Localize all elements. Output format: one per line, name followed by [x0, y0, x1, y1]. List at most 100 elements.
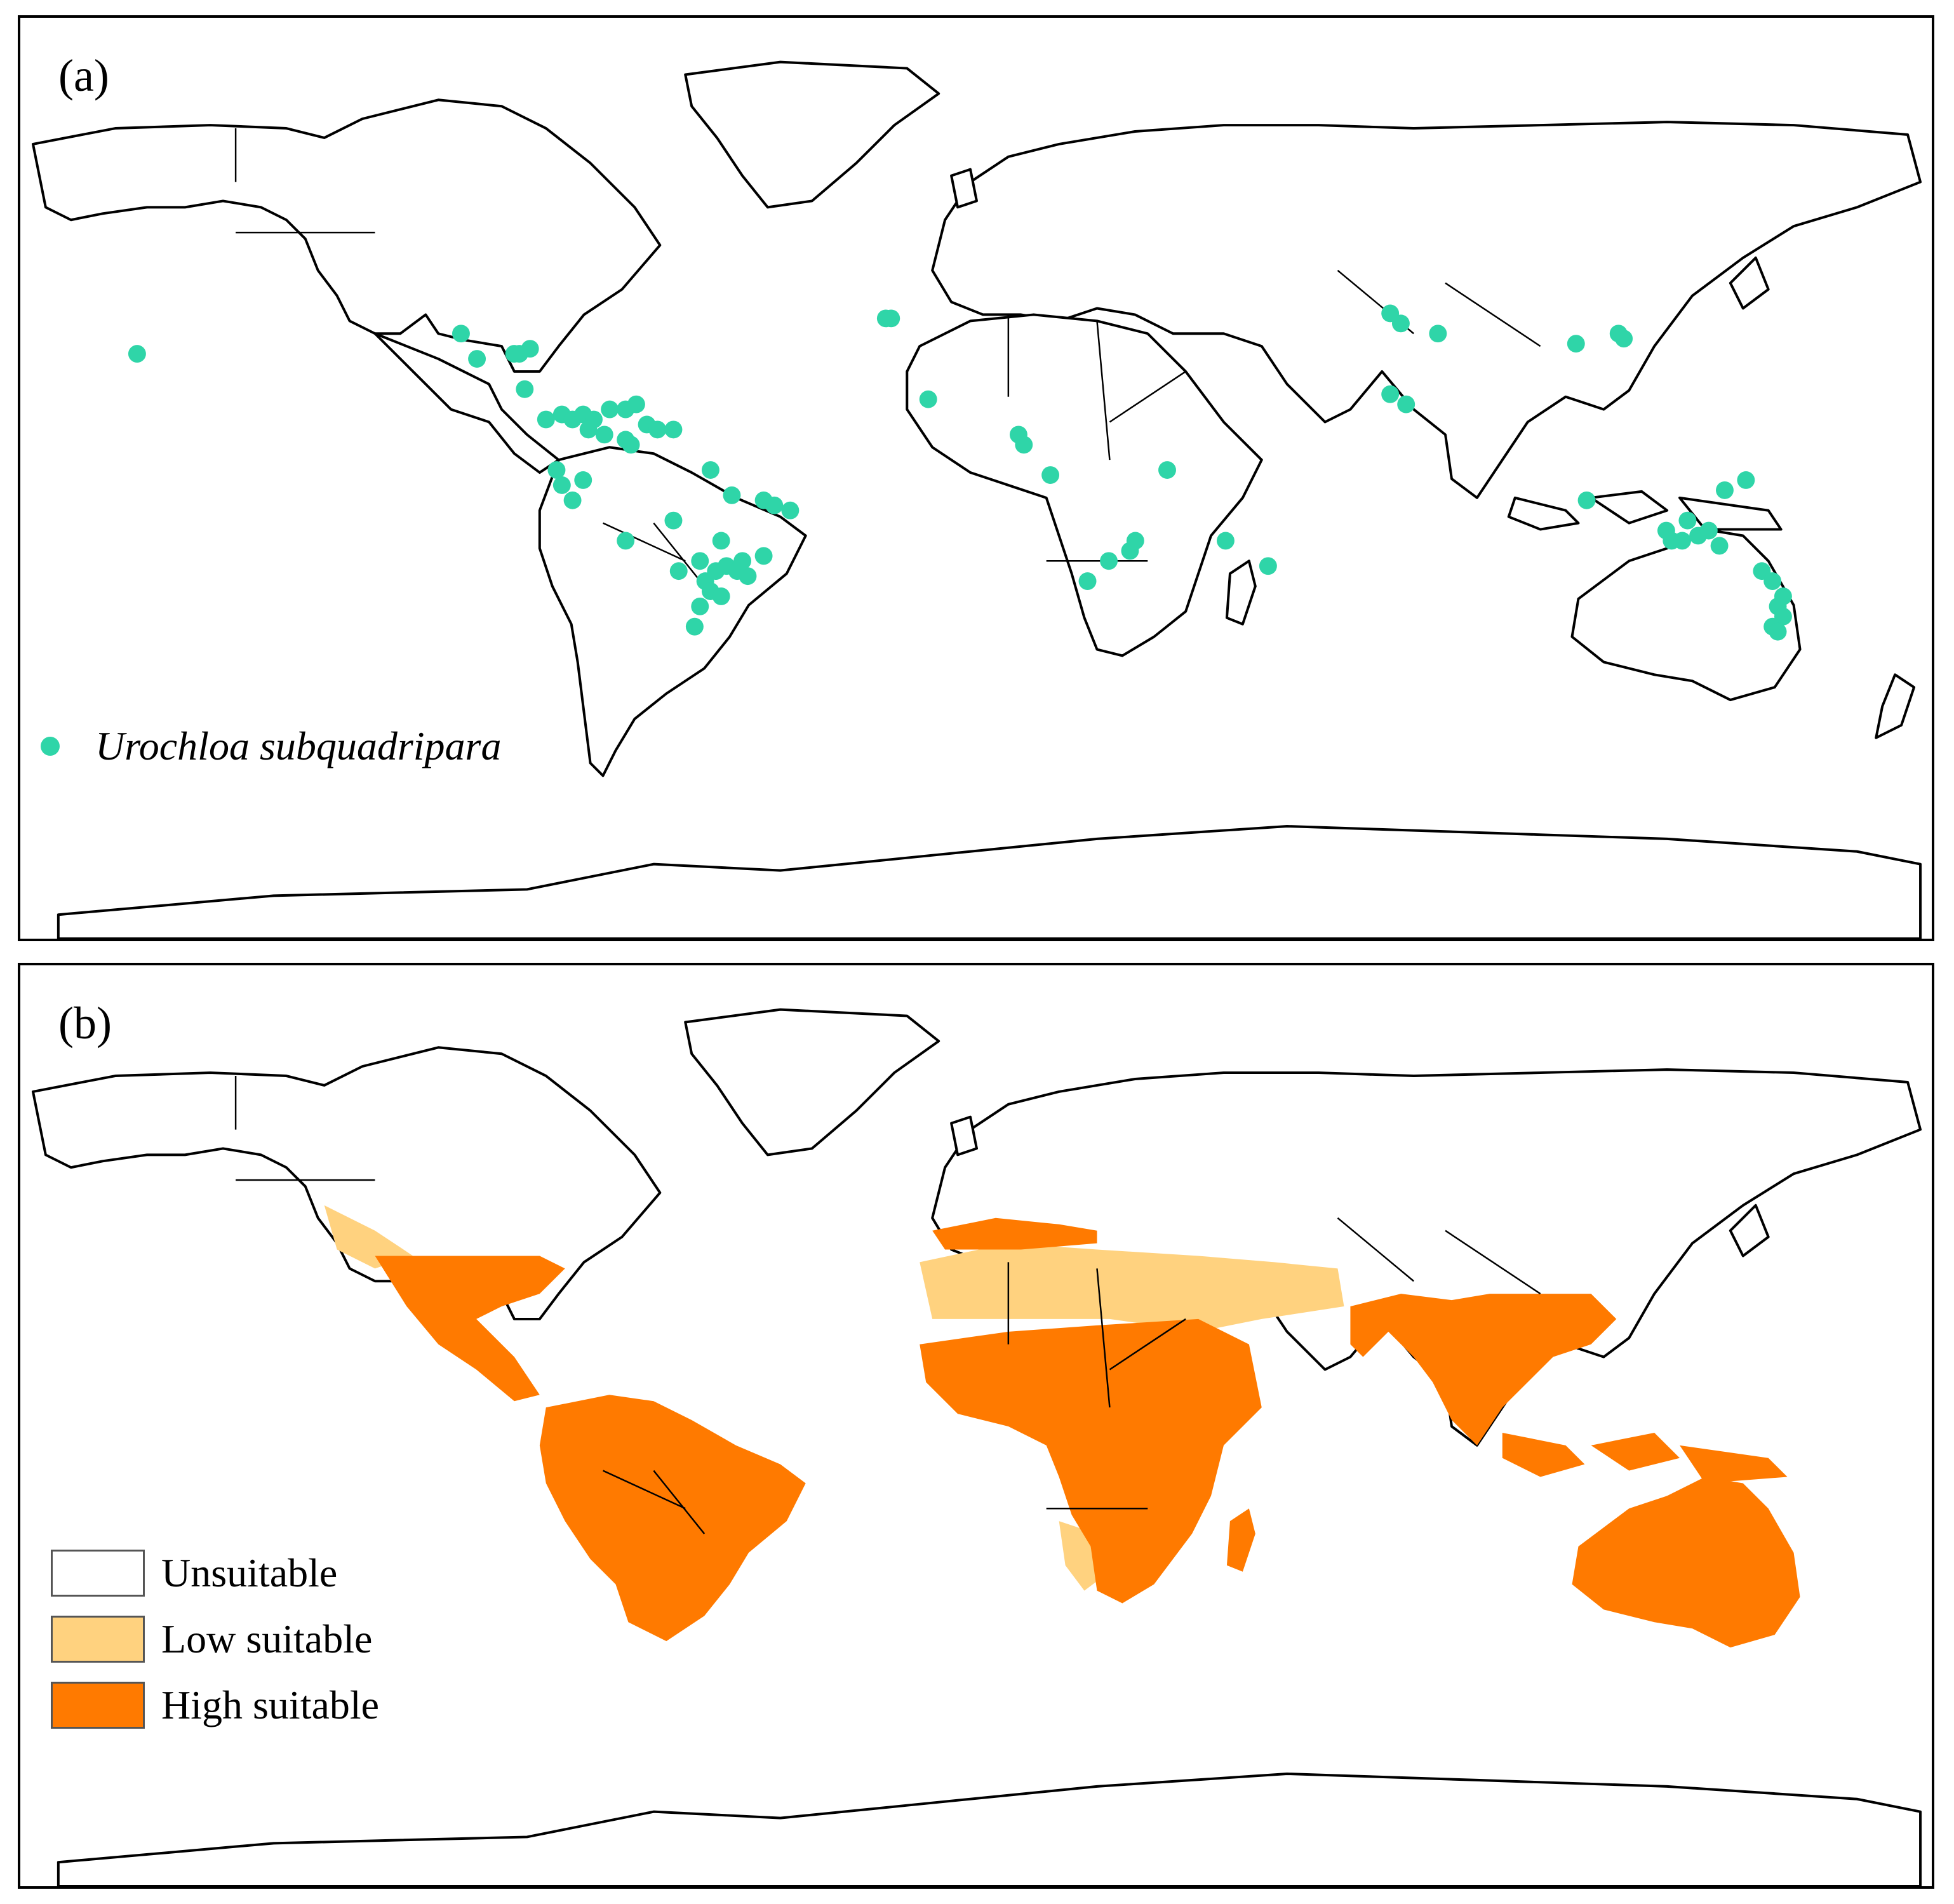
- occurrence-point: [1699, 521, 1718, 540]
- occurrence-point: [563, 491, 582, 509]
- high-suitable-mediterranean: [932, 1217, 1097, 1250]
- occurrence-map-panel: (a) Urochloa subquadripara: [18, 15, 1934, 941]
- legend-swatch-high-suitable: [51, 1682, 145, 1729]
- occurrence-point: [1126, 532, 1144, 550]
- eurasia: [931, 121, 1922, 499]
- occurrence-point: [765, 496, 784, 514]
- occurrence-point: [723, 486, 741, 504]
- country-borders: [234, 1076, 1541, 1534]
- british-isles: [950, 168, 978, 209]
- legend-item-low-suitable: Low suitable: [51, 1606, 379, 1672]
- occurrence-point: [547, 461, 566, 479]
- occurrence-point: [1158, 461, 1176, 479]
- occurrence-point: [739, 567, 757, 586]
- high-suitable-australia: [1572, 1477, 1800, 1648]
- panel-label-b: (b): [58, 998, 112, 1049]
- occurrence-point: [617, 532, 635, 550]
- occurrence-point: [648, 420, 667, 439]
- occurrence-point: [1397, 395, 1415, 413]
- occurrence-point: [1673, 532, 1692, 550]
- occurrence-point: [701, 461, 719, 479]
- country-borders: [234, 128, 1541, 587]
- japan: [1729, 1203, 1770, 1257]
- occurrence-point: [1391, 314, 1410, 333]
- occurrence-point: [537, 410, 555, 429]
- occurrence-point: [664, 511, 683, 530]
- high-suitable-south-america: [539, 1395, 806, 1642]
- occurrence-point: [712, 532, 730, 550]
- occurrence-point: [622, 436, 640, 454]
- occurrence-point: [664, 420, 683, 439]
- legend-item-unsuitable: Unsuitable: [51, 1540, 379, 1606]
- land-layer: [31, 1008, 1922, 1886]
- occurrence-point: [595, 426, 613, 444]
- occurrence-point: [574, 471, 592, 489]
- high-suitable-africa: [920, 1318, 1262, 1604]
- occurrence-point: [1041, 466, 1060, 484]
- occurrence-point: [1710, 537, 1729, 555]
- occurrence-point: [669, 562, 688, 580]
- high-suitable-indonesia: [1502, 1432, 1788, 1484]
- occurrence-point: [1100, 552, 1118, 570]
- occurrence-point: [516, 380, 534, 398]
- world-map-a: [31, 60, 1922, 939]
- low-suitable-mexico: [324, 1205, 413, 1269]
- panel-label-a: (a): [58, 50, 109, 101]
- high-suitable-mexico-central-america: [375, 1256, 565, 1402]
- high-suitable-madagascar: [1226, 1508, 1255, 1572]
- land-layer: [31, 60, 1922, 939]
- occurrence-point: [1015, 436, 1033, 454]
- australia: [1570, 528, 1802, 702]
- occurrence-point: [128, 345, 146, 363]
- occurrence-point: [1769, 622, 1787, 641]
- occurrence-point: [733, 552, 752, 570]
- occurrence-point: [505, 345, 523, 363]
- legend-swatch-low-suitable: [51, 1616, 145, 1663]
- occurrence-legend: Urochloa subquadripara: [41, 723, 501, 770]
- legend-label-unsuitable: Unsuitable: [161, 1550, 338, 1595]
- antarctica: [57, 1772, 1922, 1886]
- occurrence-point: [1763, 572, 1782, 591]
- north-america: [31, 98, 662, 373]
- occurrence-point: [468, 350, 486, 368]
- south-america: [538, 446, 807, 777]
- high-suitable-india-seasia: [1350, 1294, 1617, 1445]
- occurrence-point: [1381, 385, 1400, 403]
- occurrence-point: [1615, 330, 1633, 348]
- british-isles: [950, 1115, 978, 1156]
- occurrence-point: [1678, 511, 1697, 530]
- occurrence-points: [128, 304, 1792, 641]
- world-map-b: [31, 1008, 1922, 1886]
- occurrence-point: [691, 552, 709, 570]
- occurrence-point: [1259, 557, 1277, 575]
- greenland: [684, 60, 940, 209]
- occurrence-point: [627, 395, 645, 413]
- legend-label-low-suitable: Low suitable: [161, 1616, 373, 1661]
- north-america: [31, 1046, 662, 1320]
- antarctica: [57, 824, 1922, 939]
- madagascar: [1225, 560, 1257, 626]
- occurrence-point: [452, 325, 470, 343]
- occurrence-point: [1567, 335, 1585, 353]
- occurrence-point: [601, 400, 619, 419]
- low-suitable-north-africa: [920, 1243, 1344, 1332]
- occurrence-point: [1737, 471, 1755, 489]
- occurrence-point: [1429, 325, 1447, 343]
- indonesia: [1507, 490, 1783, 531]
- japan: [1729, 256, 1770, 310]
- occurrence-point: [1577, 491, 1596, 509]
- suitability-legend: Unsuitable Low suitable High suitable: [51, 1540, 379, 1738]
- occurrence-point: [882, 309, 900, 328]
- occurrence-point: [521, 340, 539, 358]
- legend-swatch-unsuitable: [51, 1550, 145, 1597]
- legend-label-high-suitable: High suitable: [161, 1682, 380, 1727]
- occurrence-point: [1216, 532, 1235, 550]
- occurrence-point: [552, 476, 571, 494]
- occurrence-point: [919, 390, 937, 408]
- occurrence-point: [685, 617, 704, 636]
- occurrence-point: [1716, 481, 1734, 499]
- legend-item-high-suitable: High suitable: [51, 1672, 379, 1738]
- new-zealand: [1875, 673, 1916, 739]
- africa: [906, 313, 1263, 657]
- suitability-map-panel: (b) Unsuitable Low suitable High suitabl…: [18, 963, 1934, 1889]
